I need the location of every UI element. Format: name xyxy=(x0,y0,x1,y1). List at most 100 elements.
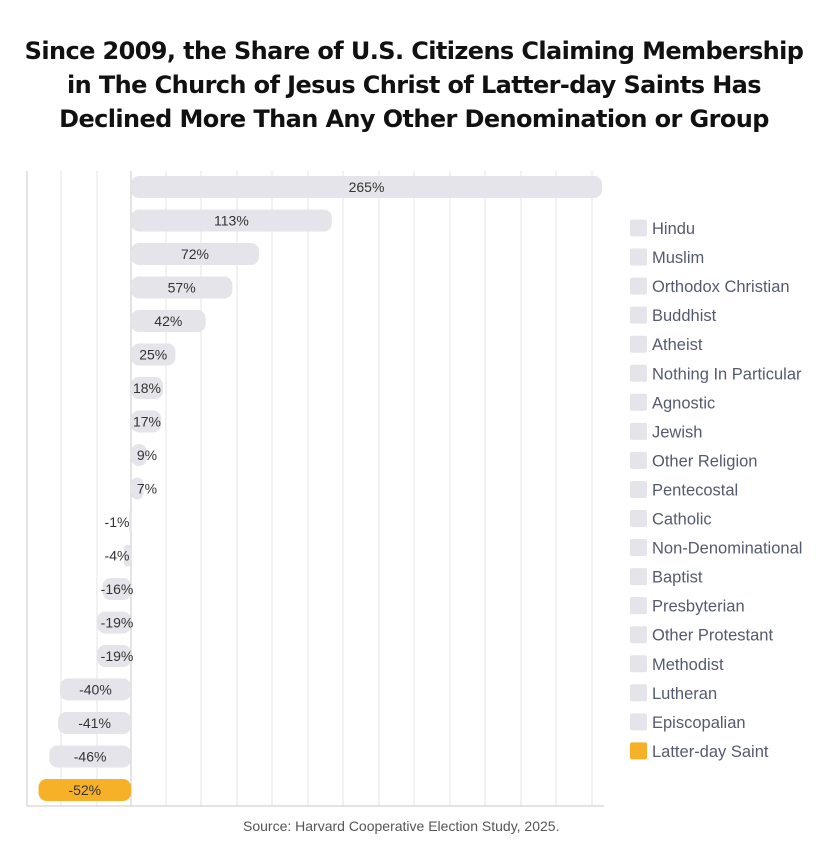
bar-value-label: 9% xyxy=(137,447,157,463)
legend-label: Methodist xyxy=(652,656,724,674)
bar-agnostic xyxy=(131,377,163,399)
legend-label: Atheist xyxy=(652,336,703,354)
legend-label: Nothing In Particular xyxy=(652,365,802,383)
bar-value-label: 265% xyxy=(349,179,385,195)
bar-orthodox-christian xyxy=(131,243,259,265)
bar-jewish xyxy=(131,410,162,433)
bar-value-label: -4% xyxy=(105,548,130,564)
legend-label: Catholic xyxy=(652,511,712,529)
legend-swatch xyxy=(630,655,647,673)
legend-label: Episcopalian xyxy=(652,714,746,732)
bar-baptist xyxy=(102,578,131,600)
legend-label: Muslim xyxy=(652,249,704,267)
bar-muslim xyxy=(131,209,332,232)
bar-value-labels: 265% 113% 72% 57% 42% 25% 18% 17% 9% 7% -1% -4% -16%… xyxy=(68,179,384,798)
legend-swatch xyxy=(630,539,647,557)
legend-item: Presbyterian xyxy=(630,597,745,616)
bar-value-label: 57% xyxy=(168,280,196,296)
bar-latter-day-saint xyxy=(38,779,131,801)
bar-non-denominational xyxy=(123,544,131,567)
legend-item: Atheist xyxy=(630,335,703,354)
bar-other-religion xyxy=(131,444,147,466)
legend-swatch xyxy=(630,248,647,266)
bar-value-label: -46% xyxy=(74,749,107,765)
legend-label: Pentecostal xyxy=(652,481,738,499)
legend-item: Baptist xyxy=(630,568,703,587)
bar-value-label: 17% xyxy=(133,414,161,430)
legend-swatch xyxy=(630,306,647,324)
legend: Hindu Muslim Orthodox Christian Buddhist Ath… xyxy=(630,219,802,761)
chart-title-line-3: Declined More Than Any Other Denominatio… xyxy=(59,105,769,133)
legend-swatch xyxy=(630,684,647,702)
legend-label: Orthodox Christian xyxy=(652,278,790,296)
bar-value-label: -19% xyxy=(101,648,134,664)
legend-label: Lutheran xyxy=(652,685,717,703)
legend-label: Non-Denominational xyxy=(652,540,802,558)
chart-title: Since 2009, the Share of U.S. Citizens C… xyxy=(0,34,828,136)
source-text: Source: Harvard Cooperative Election Stu… xyxy=(243,818,560,834)
legend-swatch xyxy=(630,364,647,382)
bar-lutheran xyxy=(58,712,131,734)
bar-value-label: -41% xyxy=(78,715,111,731)
legend-swatch xyxy=(630,277,647,295)
legend-swatch xyxy=(630,568,647,586)
legend-item: Other Religion xyxy=(630,451,757,470)
bar-buddhist xyxy=(131,276,233,299)
bar-atheist xyxy=(131,310,206,332)
legend-item: Hindu xyxy=(630,219,695,238)
bar-value-label: 42% xyxy=(154,313,182,329)
legend-swatch xyxy=(630,713,647,731)
bar-other-protestant xyxy=(97,645,131,667)
bar-episcopalian xyxy=(49,745,131,768)
legend-item: Jewish xyxy=(630,422,702,441)
bar-value-label: 113% xyxy=(214,213,249,229)
legend-item: Catholic xyxy=(630,510,712,529)
bar-hindu xyxy=(131,176,602,198)
bar-pentecostal xyxy=(131,477,144,500)
legend-item: Orthodox Christian xyxy=(630,277,790,296)
bar-value-label: 7% xyxy=(137,481,157,497)
bar-catholic xyxy=(129,511,132,533)
legend-item: Non-Denominational xyxy=(630,539,802,558)
legend-swatch xyxy=(630,335,647,353)
bar-value-label: 72% xyxy=(181,246,209,262)
legend-item: Lutheran xyxy=(630,684,717,703)
legend-swatch xyxy=(630,480,647,498)
legend-label: Latter-day Saint xyxy=(652,743,769,761)
legend-swatch xyxy=(630,510,647,527)
bar-value-label: -52% xyxy=(68,782,101,798)
legend-label: Other Religion xyxy=(652,452,757,470)
legend-swatch xyxy=(630,626,647,644)
bar-value-label: 18% xyxy=(133,380,161,396)
chart-title-line-2: in The Church of Jesus Christ of Latter-… xyxy=(67,71,762,99)
legend-label: Other Protestant xyxy=(652,627,773,645)
gridlines xyxy=(26,171,604,807)
legend-item: Buddhist xyxy=(630,306,717,325)
bar-presbyterian xyxy=(97,611,131,634)
legend-swatch xyxy=(630,742,647,760)
legend-label: Hindu xyxy=(652,220,695,238)
bar-value-label: -40% xyxy=(79,682,112,698)
legend-swatch xyxy=(630,393,647,411)
legend-label: Jewish xyxy=(652,423,702,441)
legend-label: Agnostic xyxy=(652,394,715,412)
legend-item: Pentecostal xyxy=(630,480,738,499)
bar-value-label: -1% xyxy=(105,514,130,530)
bar-value-label: -19% xyxy=(101,615,134,631)
legend-item: Nothing In Particular xyxy=(630,364,802,383)
legend-swatch xyxy=(630,422,647,440)
legend-label: Baptist xyxy=(652,569,703,587)
legend-swatch xyxy=(630,451,647,469)
legend-swatch xyxy=(630,597,647,615)
bar-value-label: 25% xyxy=(139,347,167,363)
bar-nothing-in-particular xyxy=(131,343,176,366)
bar-methodist xyxy=(59,678,132,701)
bar-value-label: -16% xyxy=(101,581,134,597)
legend-item: Latter-day Saint xyxy=(630,742,769,761)
legend-item: Muslim xyxy=(630,248,704,267)
legend-swatch xyxy=(630,219,647,237)
legend-item: Agnostic xyxy=(630,393,715,412)
legend-item: Other Protestant xyxy=(630,626,773,645)
legend-item: Methodist xyxy=(630,655,724,674)
bars xyxy=(38,176,602,801)
